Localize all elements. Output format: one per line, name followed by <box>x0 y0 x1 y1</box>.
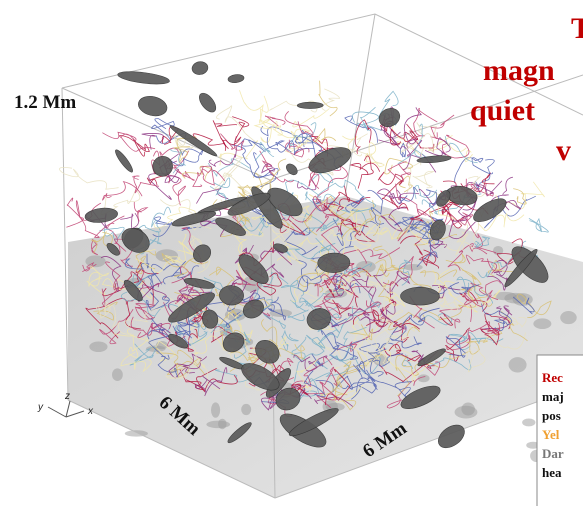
vortex-blob <box>117 69 170 86</box>
vortex-blob <box>417 155 452 164</box>
vortex-blob <box>196 90 219 115</box>
floor-spot <box>404 264 423 270</box>
legend-line: Rec <box>542 370 563 385</box>
legend-line: Yel <box>542 427 560 442</box>
floor-spot <box>461 403 474 416</box>
field-line <box>388 162 410 182</box>
legend-line: pos <box>542 408 561 423</box>
field-line <box>345 116 378 143</box>
vortex-blob <box>297 102 323 109</box>
visualization: T magn quiet v 1.2 Mm 6 Mm 6 Mm y z x Re… <box>0 0 583 506</box>
legend-line: maj <box>542 389 564 404</box>
floor-spot <box>241 404 251 415</box>
axis-label: z <box>64 391 70 402</box>
title-line: T <box>571 12 583 45</box>
vortex-blob <box>191 60 209 76</box>
floor-spot <box>218 419 226 430</box>
field-line <box>413 171 434 187</box>
field-line <box>120 135 150 156</box>
title-line: v <box>556 134 571 167</box>
field-line <box>351 163 380 175</box>
vortex-blob <box>228 74 245 84</box>
title-line: quiet <box>470 94 535 127</box>
field-line <box>360 107 381 130</box>
field-line <box>120 213 138 229</box>
floor-spot <box>89 342 107 353</box>
axis-label: x <box>87 406 94 417</box>
vortex-blob <box>113 148 135 174</box>
field-line <box>529 218 548 232</box>
legend-line: Dar <box>542 446 564 461</box>
field-line <box>358 156 373 189</box>
field-line <box>298 180 316 190</box>
field-line <box>213 121 237 151</box>
vortex-blob <box>400 287 439 305</box>
floor-spot <box>211 402 220 417</box>
floor-spot <box>522 418 535 426</box>
vortex-blob <box>376 105 403 130</box>
field-line <box>377 189 419 204</box>
legend-line: hea <box>542 465 562 480</box>
floor-spot <box>509 357 527 372</box>
field-line <box>103 182 143 201</box>
field-line <box>503 196 536 216</box>
floor-spot <box>560 311 576 324</box>
field-line <box>473 173 494 192</box>
field-line <box>403 158 422 194</box>
height-label: 1.2 Mm <box>14 92 76 113</box>
field-line <box>415 186 437 199</box>
field-line <box>59 167 118 189</box>
floor-spot <box>533 318 551 329</box>
vortex-blob <box>136 93 169 118</box>
axis-label: y <box>37 402 44 413</box>
field-line <box>385 158 413 174</box>
field-line <box>455 158 493 183</box>
title-line: magn <box>483 54 555 87</box>
floor-spot <box>112 368 123 381</box>
field-line <box>134 202 147 222</box>
field-line <box>315 129 336 142</box>
